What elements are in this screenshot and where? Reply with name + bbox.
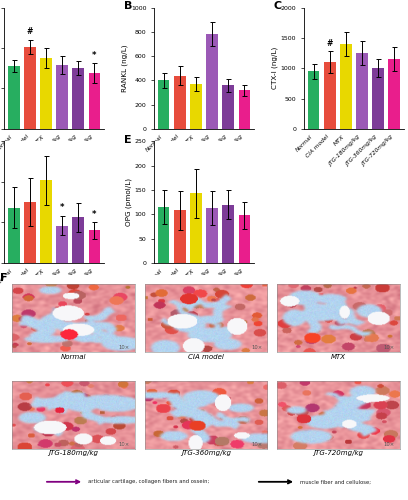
Text: *: *: [92, 210, 97, 218]
Bar: [56, 226, 68, 263]
Bar: [190, 194, 202, 263]
Bar: [174, 76, 186, 129]
Bar: [190, 84, 202, 129]
Bar: [158, 207, 169, 263]
Bar: [388, 59, 400, 129]
Bar: [89, 74, 100, 129]
Text: C: C: [274, 2, 282, 12]
Bar: [239, 90, 250, 129]
Text: *: *: [92, 50, 97, 59]
Bar: [24, 202, 35, 263]
Bar: [40, 58, 52, 129]
Y-axis label: CTX-I (ng/L): CTX-I (ng/L): [271, 47, 278, 90]
Bar: [40, 180, 52, 263]
Bar: [158, 80, 169, 129]
Bar: [239, 215, 250, 263]
Text: Normal: Normal: [61, 354, 86, 360]
Bar: [8, 208, 20, 263]
Bar: [308, 72, 319, 129]
Bar: [340, 44, 352, 129]
Text: B: B: [124, 2, 133, 12]
Bar: [24, 47, 35, 129]
Bar: [73, 218, 84, 263]
Bar: [206, 34, 218, 129]
Bar: [73, 68, 84, 129]
Bar: [222, 204, 234, 263]
Bar: [373, 68, 384, 129]
Bar: [222, 86, 234, 129]
Bar: [8, 66, 20, 129]
Y-axis label: OPG (pmol/L): OPG (pmol/L): [125, 178, 132, 226]
Text: muscle fiber and cellulose;: muscle fiber and cellulose;: [300, 480, 371, 484]
Bar: [206, 208, 218, 263]
Text: E: E: [124, 136, 132, 145]
Text: MTX: MTX: [331, 354, 346, 360]
Bar: [324, 62, 335, 129]
Text: JTG-720mg/kg: JTG-720mg/kg: [314, 450, 364, 456]
Text: JTG-180mg/kg: JTG-180mg/kg: [49, 450, 98, 456]
Bar: [356, 53, 368, 129]
Text: articular cartilage, collagen fibers and ossein;: articular cartilage, collagen fibers and…: [88, 480, 209, 484]
Text: JTG-360mg/kg: JTG-360mg/kg: [181, 450, 231, 456]
Text: F: F: [0, 273, 8, 283]
Text: #: #: [326, 38, 333, 48]
Text: #: #: [27, 28, 33, 36]
Text: *: *: [60, 203, 64, 212]
Text: CIA model: CIA model: [188, 354, 224, 360]
Bar: [174, 210, 186, 263]
Y-axis label: RANKL (ng/L): RANKL (ng/L): [122, 44, 128, 92]
Bar: [89, 230, 100, 263]
Bar: [56, 65, 68, 129]
